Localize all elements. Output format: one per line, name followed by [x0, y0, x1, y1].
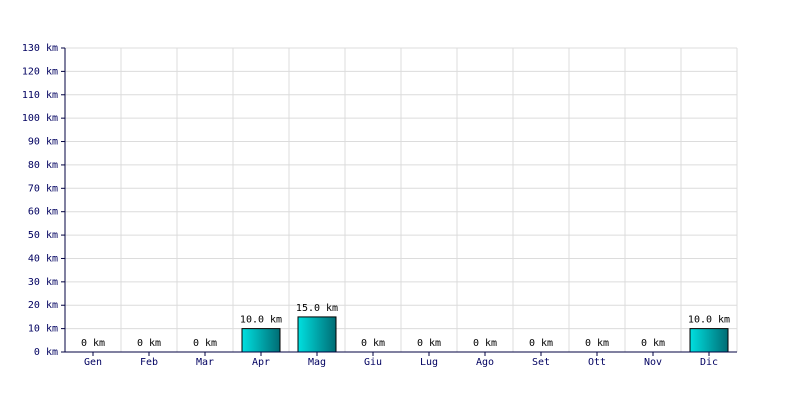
value-label: 0 km: [137, 338, 161, 349]
x-tick-label: Giu: [364, 357, 382, 368]
y-tick-label: 60 km: [28, 207, 58, 218]
y-tick-label: 20 km: [28, 300, 58, 311]
value-label: 0 km: [529, 338, 553, 349]
x-tick-label: Gen: [84, 357, 102, 368]
bar: [241, 328, 281, 353]
x-tick-label: Mar: [196, 357, 214, 368]
value-label: 0 km: [417, 338, 441, 349]
y-tick-label: 40 km: [28, 253, 58, 264]
y-tick-label: 10 km: [28, 324, 58, 335]
value-label: 10.0 km: [240, 315, 282, 326]
x-tick-label: Ago: [476, 357, 494, 368]
bar: [689, 328, 729, 353]
y-tick-label: 50 km: [28, 230, 58, 241]
bar: [297, 316, 337, 353]
y-tick-label: 100 km: [22, 113, 58, 124]
y-tick-label: 70 km: [28, 183, 58, 194]
value-label: 15.0 km: [296, 303, 338, 314]
value-label: 10.0 km: [688, 315, 730, 326]
value-label: 0 km: [473, 338, 497, 349]
x-tick-label: Ott: [588, 357, 606, 368]
value-label: 0 km: [193, 338, 217, 349]
value-label: 0 km: [641, 338, 665, 349]
y-tick-label: 110 km: [22, 90, 58, 101]
x-tick-label: Dic: [700, 357, 718, 368]
y-tick-label: 0 km: [34, 347, 58, 358]
value-label: 0 km: [585, 338, 609, 349]
y-tick-label: 80 km: [28, 160, 58, 171]
x-tick-label: Set: [532, 357, 550, 368]
value-label: 0 km: [81, 338, 105, 349]
y-tick-label: 90 km: [28, 137, 58, 148]
x-tick-label: Apr: [252, 357, 270, 368]
y-tick-label: 30 km: [28, 277, 58, 288]
y-tick-label: 130 km: [22, 43, 58, 54]
value-label: 0 km: [361, 338, 385, 349]
x-tick-label: Feb: [140, 357, 158, 368]
x-tick-label: Mag: [308, 357, 326, 368]
y-tick-label: 120 km: [22, 66, 58, 77]
x-tick-label: Nov: [644, 357, 662, 368]
x-tick-label: Lug: [420, 357, 438, 368]
